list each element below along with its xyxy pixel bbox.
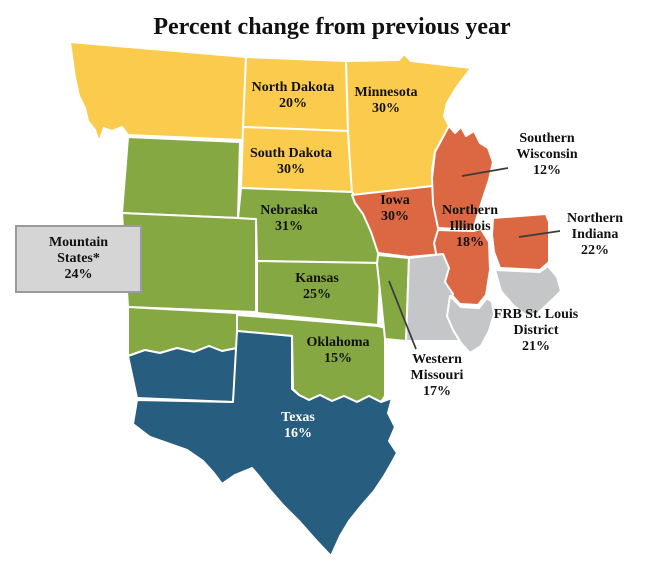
region-name: Northern Illinois — [442, 202, 498, 234]
region-name: North Dakota — [251, 79, 335, 95]
label-kansas: Kansas 25% — [282, 271, 352, 303]
region-name: Iowa — [380, 192, 410, 208]
region-southern-indiana-gray — [494, 265, 562, 317]
region-southern-wisconsin — [431, 125, 494, 231]
region-southern-illinois-gray — [446, 295, 495, 354]
region-name: FRB St. Louis District — [493, 306, 579, 338]
region-name: Minnesota — [354, 84, 418, 100]
region-value: 15% — [324, 351, 352, 366]
region-value: 17% — [423, 384, 451, 400]
region-name: Southern Wisconsin — [516, 130, 578, 162]
region-value: 20% — [279, 96, 307, 111]
region-name: Mountain States* — [48, 234, 109, 266]
leader-line-northern-indiana — [518, 230, 561, 238]
label-minnesota: Minnesota 30% — [341, 85, 431, 117]
state-colorado — [121, 212, 257, 313]
region-value: 16% — [284, 426, 312, 441]
region-name: Nebraska — [260, 202, 318, 218]
region-value: 30% — [381, 209, 409, 224]
state-new-mexico-south — [127, 345, 238, 403]
region-value: 18% — [456, 235, 484, 251]
region-value: 30% — [372, 101, 400, 116]
label-western-missouri: Western Missouri 17% — [402, 352, 472, 400]
region-value: 21% — [522, 339, 550, 355]
state-texas — [132, 330, 398, 557]
region-name: Texas — [281, 409, 315, 425]
region-value: 30% — [277, 162, 305, 177]
region-name: South Dakota — [249, 145, 333, 161]
leader-line-western-missouri — [388, 280, 417, 350]
label-texas: Texas 16% — [268, 410, 328, 442]
label-iowa: Iowa 30% — [365, 193, 425, 225]
label-northern-indiana: Northern Indiana 22% — [560, 211, 630, 259]
label-southern-wisconsin: Southern Wisconsin 12% — [507, 131, 587, 179]
label-frb-st-louis-district: FRB St. Louis District 21% — [486, 307, 586, 355]
state-wyoming — [121, 136, 241, 219]
label-northern-illinois: Northern Illinois 18% — [437, 203, 503, 251]
region-northern-indiana — [491, 213, 550, 271]
label-nebraska: Nebraska 31% — [247, 203, 332, 235]
figure-title: Percent change from previous year — [153, 14, 511, 40]
leader-line-southern-wisconsin — [461, 167, 509, 177]
mountain-states-box: Mountain States* 24% — [15, 225, 142, 293]
region-name: Northern Indiana — [567, 210, 623, 242]
region-name: Oklahoma — [306, 334, 370, 350]
region-name: Western Missouri — [410, 351, 464, 383]
region-value: 25% — [303, 287, 331, 302]
region-name: Kansas — [295, 270, 339, 286]
label-south-dakota: South Dakota 30% — [236, 146, 346, 178]
region-value: 12% — [533, 163, 561, 179]
state-montana — [69, 41, 247, 143]
region-value: 22% — [581, 243, 609, 259]
label-oklahoma: Oklahoma 15% — [293, 335, 383, 367]
region-value: 24% — [64, 267, 93, 283]
region-value: 31% — [275, 219, 303, 234]
label-north-dakota: North Dakota 20% — [238, 80, 348, 112]
